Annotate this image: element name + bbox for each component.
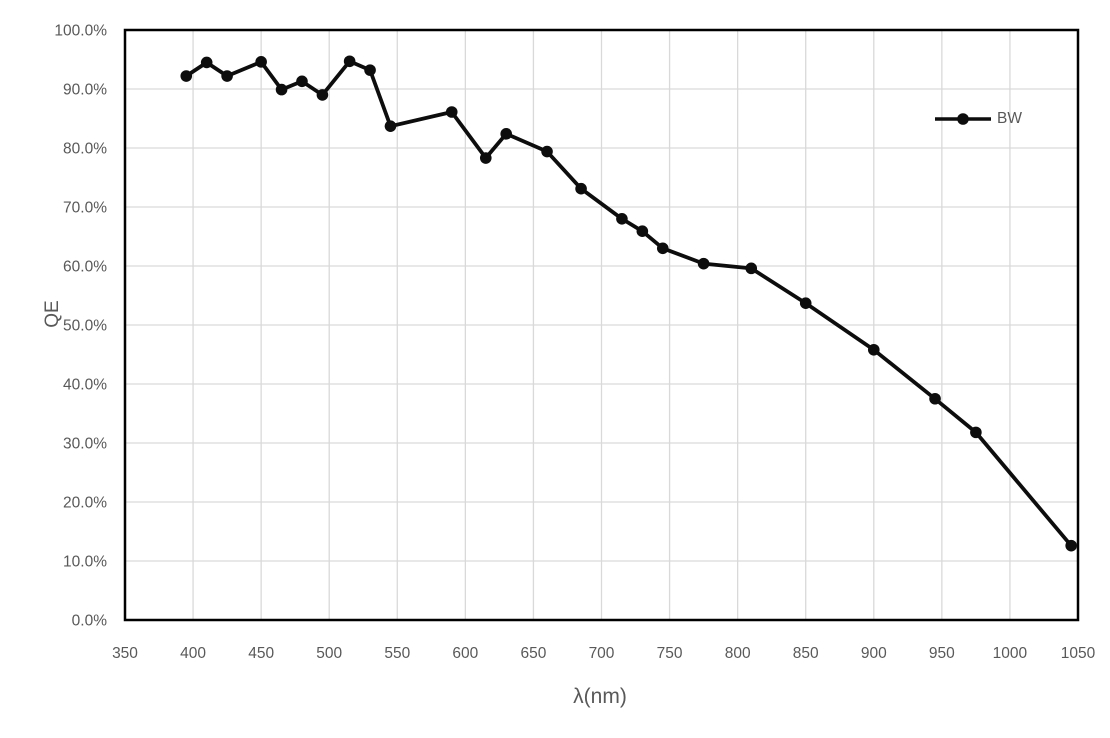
y-tick-label: 20.0% — [63, 495, 107, 512]
y-axis-title: QE — [42, 300, 63, 328]
x-tick-label: 850 — [793, 645, 819, 662]
x-axis-title: λ(nm) — [573, 685, 627, 708]
x-tick-label: 500 — [316, 645, 342, 662]
data-point-marker — [799, 297, 812, 309]
y-tick-label: 40.0% — [63, 377, 107, 394]
x-tick-label: 550 — [384, 645, 410, 662]
data-point-marker — [364, 64, 376, 76]
x-tick-label: 750 — [657, 645, 683, 662]
y-tick-label: 90.0% — [63, 82, 107, 99]
data-point-marker — [221, 70, 233, 82]
data-point-marker — [445, 106, 458, 118]
data-point-marker — [200, 56, 213, 69]
x-tick-label: 350 — [112, 645, 138, 662]
data-point-marker — [275, 83, 288, 96]
y-tick-label: 60.0% — [63, 259, 107, 276]
y-tick-label: 30.0% — [63, 436, 107, 453]
data-point-marker — [316, 89, 329, 101]
data-point-marker — [479, 152, 492, 164]
x-tick-label: 1000 — [993, 645, 1028, 662]
x-tick-label: 900 — [861, 645, 887, 662]
y-tick-label: 10.0% — [63, 554, 107, 571]
x-tick-label: 450 — [248, 645, 274, 662]
data-point-marker — [1065, 539, 1077, 552]
y-tick-label: 50.0% — [63, 318, 107, 335]
data-point-marker — [697, 257, 710, 270]
series-line-bw — [184, 59, 1074, 548]
x-tick-label: 950 — [929, 645, 955, 662]
data-point-marker — [970, 426, 982, 439]
data-point-marker — [180, 70, 193, 82]
data-point-marker — [656, 242, 669, 255]
x-tick-label: 650 — [520, 645, 546, 662]
x-tick-label: 1050 — [1061, 645, 1096, 662]
legend-line-marker-swatch — [935, 113, 991, 125]
data-point-marker — [500, 128, 512, 140]
y-tick-label: 0.0% — [72, 613, 108, 630]
legend: BW — [934, 110, 1022, 128]
x-tick-label: 700 — [589, 645, 615, 662]
data-point-marker — [384, 120, 397, 132]
data-point-marker — [929, 392, 941, 405]
data-point-marker — [745, 262, 758, 275]
legend-label: BW — [997, 110, 1022, 127]
x-tick-label: 800 — [725, 645, 751, 662]
data-point-marker — [296, 75, 308, 88]
y-tick-label: 70.0% — [63, 200, 107, 217]
data-point-marker — [867, 343, 880, 356]
data-point-marker — [255, 56, 267, 68]
plot-border — [123, 28, 1080, 622]
y-tick-label: 100.0% — [54, 23, 107, 40]
y-tick-label: 80.0% — [63, 141, 107, 158]
data-point-marker — [541, 145, 553, 158]
data-point-marker — [575, 182, 587, 195]
data-point-marker — [636, 225, 649, 237]
data-point-marker — [343, 55, 356, 68]
x-tick-label: 600 — [452, 645, 478, 662]
data-point-marker — [616, 213, 628, 225]
x-tick-label: 400 — [180, 645, 206, 662]
